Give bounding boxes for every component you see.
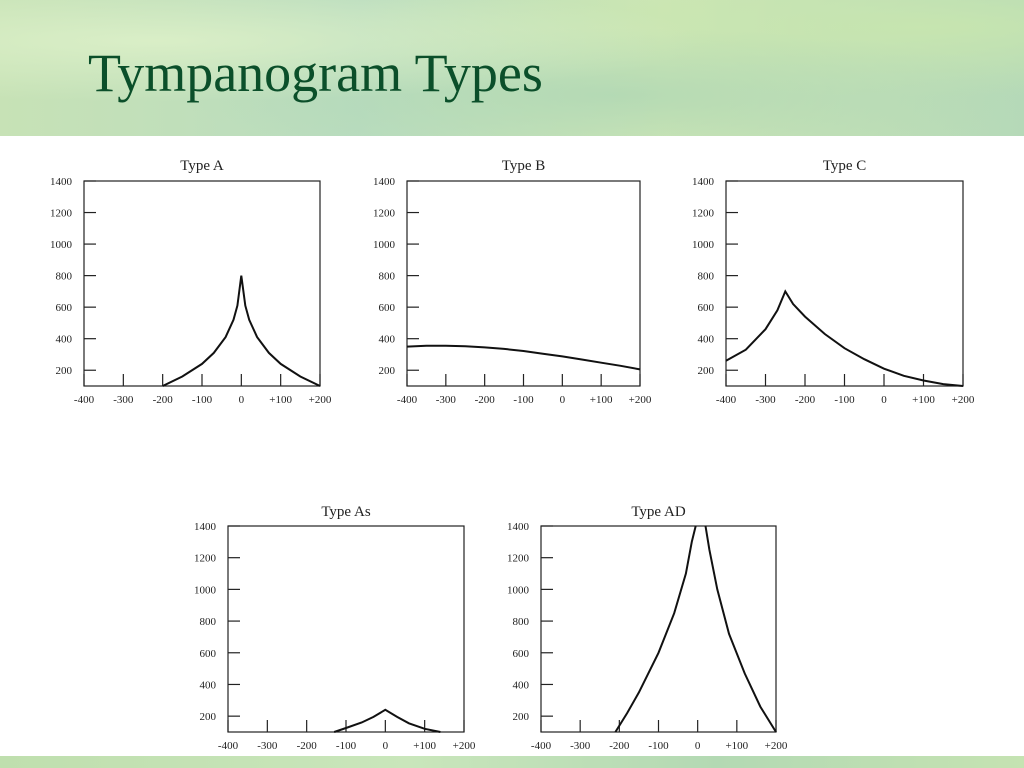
- y-tick-label: 1000: [692, 239, 715, 251]
- x-tick-label: 0: [239, 394, 245, 406]
- y-tick-label: 1400: [194, 521, 217, 533]
- chart-panel-1: Type A 1400 1200 1000 800 600 400 200 -400 -300 -2…: [50, 158, 332, 406]
- x-tick-label: 0: [695, 740, 701, 752]
- x-tick-label: -100: [834, 394, 855, 406]
- y-tick-label: 1200: [194, 553, 217, 565]
- x-tick-label: +200: [309, 394, 332, 406]
- title-banner: [0, 0, 1024, 136]
- x-tick-label: -100: [192, 394, 213, 406]
- y-tick-label: 400: [200, 679, 217, 691]
- x-tick-label: -300: [257, 740, 278, 752]
- x-tick-label: +100: [269, 394, 292, 406]
- y-tick-label: 800: [513, 616, 530, 628]
- y-tick-label: 800: [698, 271, 715, 283]
- y-tick-label: 600: [698, 302, 715, 314]
- chart-panel-3: Type C 1400 1200 1000 800 600 400 200 -400 -300 -2…: [692, 158, 975, 406]
- x-tick-label: -300: [113, 394, 134, 406]
- y-tick-label: 1200: [50, 208, 73, 220]
- y-tick-label: 1400: [507, 521, 530, 533]
- x-tick-label: -200: [609, 740, 630, 752]
- x-tick-label: -200: [475, 394, 496, 406]
- footer-strip: [0, 756, 1024, 768]
- y-tick-label: 1000: [507, 584, 530, 596]
- series-line-1: [406, 344, 641, 371]
- x-tick-label: 0: [881, 394, 887, 406]
- x-tick-label: -200: [795, 394, 816, 406]
- x-tick-label: +100: [912, 394, 935, 406]
- plot-frame: [406, 180, 641, 387]
- y-tick-label: 200: [379, 365, 396, 377]
- plot-frame: [725, 180, 964, 387]
- x-tick-label: -300: [755, 394, 776, 406]
- y-tick-label: 800: [379, 271, 396, 283]
- x-tick-label: -100: [513, 394, 534, 406]
- x-tick-label: -400: [218, 740, 239, 752]
- x-tick-label: -400: [716, 394, 737, 406]
- x-tick-label: +200: [453, 740, 476, 752]
- chart-panel-4: Type As 1400 1200 1000 800 600 400 200 -400 -300 -…: [194, 504, 476, 752]
- plot-frame: [83, 180, 321, 387]
- y-tick-label: 200: [56, 365, 73, 377]
- series-line-1: [725, 289, 964, 387]
- y-tick-label: 1400: [373, 176, 396, 188]
- series-line-1: [333, 708, 441, 733]
- plot-frame: [227, 525, 465, 733]
- y-tick-label: 1200: [692, 208, 715, 220]
- y-tick-label: 200: [200, 711, 217, 723]
- chart-panel-5: Type AD 1400 1200 1000 800 600 400 200 -400 -300 -…: [507, 504, 788, 752]
- y-tick-label: 1000: [50, 239, 73, 251]
- x-tick-label: -300: [570, 740, 591, 752]
- y-tick-label: 600: [379, 302, 396, 314]
- series-line-2: [704, 525, 777, 733]
- y-tick-label: 1200: [507, 553, 530, 565]
- y-tick-label: 600: [200, 648, 217, 660]
- y-tick-label: 1000: [194, 584, 217, 596]
- x-tick-label: +200: [765, 740, 788, 752]
- x-tick-label: -400: [531, 740, 552, 752]
- chart-panel-2: Type B 1400 1200 1000 800 600 400 200 -400 -300 -2…: [373, 158, 652, 406]
- y-tick-label: 1400: [50, 176, 73, 188]
- y-tick-label: 800: [56, 271, 73, 283]
- chart-title: Type As: [321, 504, 371, 520]
- x-tick-label: -400: [397, 394, 418, 406]
- y-tick-label: 1400: [692, 176, 715, 188]
- y-tick-label: 200: [513, 711, 530, 723]
- y-tick-label: 400: [698, 334, 715, 346]
- x-tick-label: +200: [629, 394, 652, 406]
- x-tick-label: -400: [74, 394, 95, 406]
- series-line-1: [162, 275, 321, 387]
- plot-frame: [540, 525, 777, 733]
- x-tick-label: -200: [153, 394, 174, 406]
- x-tick-label: 0: [383, 740, 389, 752]
- y-tick-label: 400: [56, 334, 73, 346]
- y-tick-label: 600: [56, 302, 73, 314]
- x-tick-label: +100: [413, 740, 436, 752]
- y-tick-label: 200: [698, 365, 715, 377]
- series-line-1: [614, 525, 697, 733]
- x-tick-label: -100: [336, 740, 357, 752]
- x-tick-label: +200: [952, 394, 975, 406]
- chart-title: Type B: [502, 158, 546, 174]
- y-tick-label: 1000: [373, 239, 396, 251]
- y-tick-label: 400: [513, 679, 530, 691]
- slide-title: Tympanogram Types: [88, 43, 543, 103]
- y-tick-label: 800: [200, 616, 217, 628]
- x-tick-label: -300: [436, 394, 457, 406]
- x-tick-label: -200: [297, 740, 318, 752]
- x-tick-label: +100: [725, 740, 748, 752]
- chart-title: Type C: [823, 158, 867, 174]
- x-tick-label: +100: [590, 394, 613, 406]
- y-tick-label: 600: [513, 648, 530, 660]
- x-tick-label: -100: [648, 740, 669, 752]
- chart-title: Type A: [180, 158, 224, 174]
- y-tick-label: 400: [379, 334, 396, 346]
- y-tick-label: 1200: [373, 208, 396, 220]
- chart-title: Type AD: [631, 504, 686, 520]
- x-tick-label: 0: [560, 394, 566, 406]
